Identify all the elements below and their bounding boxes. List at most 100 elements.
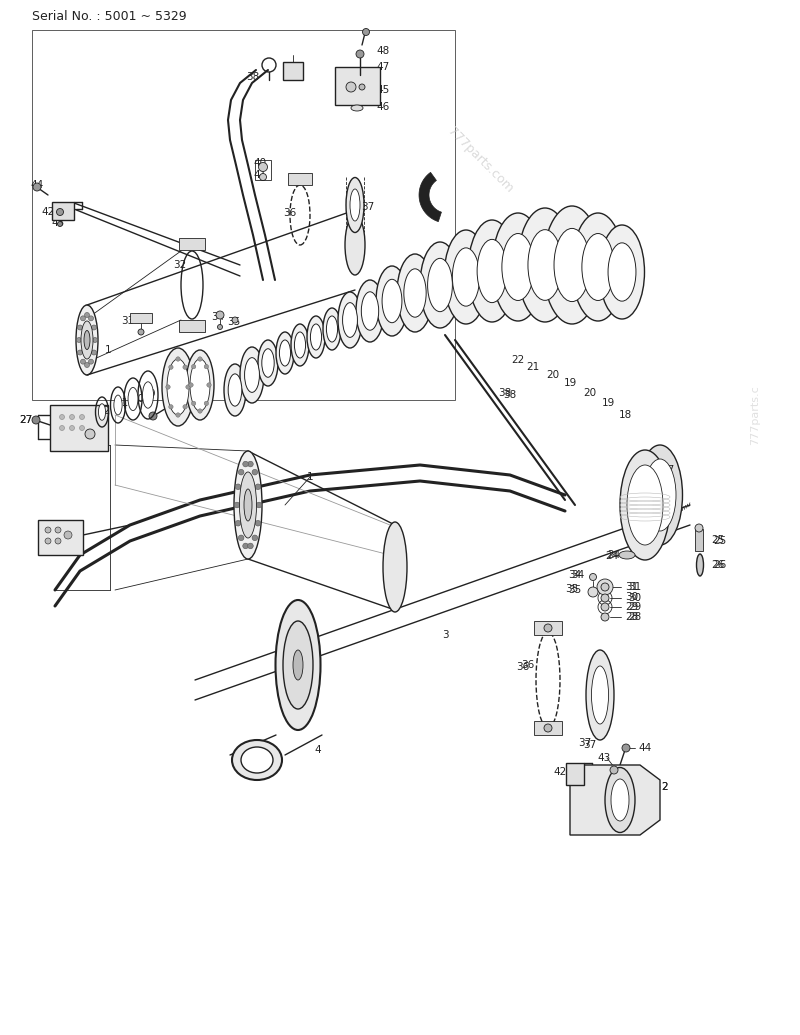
Circle shape — [81, 316, 86, 321]
Text: 24: 24 — [607, 550, 621, 560]
Ellipse shape — [582, 234, 614, 300]
Circle shape — [78, 350, 82, 355]
Text: 3: 3 — [442, 630, 448, 640]
Circle shape — [91, 325, 97, 330]
Text: 30: 30 — [628, 593, 641, 603]
Ellipse shape — [382, 279, 402, 323]
Ellipse shape — [239, 472, 257, 538]
Ellipse shape — [84, 330, 90, 350]
Text: 2: 2 — [662, 782, 668, 792]
Ellipse shape — [376, 266, 408, 336]
Bar — [38, 520, 83, 555]
Bar — [32, 30, 455, 400]
Circle shape — [55, 527, 61, 533]
Ellipse shape — [543, 206, 601, 324]
Circle shape — [89, 359, 94, 364]
Circle shape — [346, 82, 356, 92]
Ellipse shape — [350, 189, 360, 221]
Bar — [534, 621, 562, 635]
Text: 37: 37 — [362, 202, 374, 212]
Circle shape — [601, 594, 609, 602]
Text: 777parts.com: 777parts.com — [445, 124, 515, 196]
Text: 37: 37 — [578, 738, 592, 748]
Text: 29: 29 — [628, 602, 642, 612]
Bar — [534, 721, 562, 735]
Text: 8: 8 — [180, 382, 186, 392]
Text: 38: 38 — [246, 72, 260, 82]
Text: 22: 22 — [511, 355, 525, 365]
Text: 34: 34 — [568, 570, 582, 580]
Ellipse shape — [383, 522, 407, 612]
Text: 38: 38 — [498, 388, 512, 398]
Text: 44: 44 — [30, 180, 44, 190]
Text: 26: 26 — [714, 560, 726, 570]
Circle shape — [93, 337, 98, 343]
Ellipse shape — [224, 364, 246, 416]
Ellipse shape — [420, 242, 460, 328]
Ellipse shape — [190, 359, 210, 411]
Circle shape — [238, 535, 244, 540]
Text: 23: 23 — [651, 490, 665, 500]
Text: 17: 17 — [662, 465, 674, 475]
Text: 44: 44 — [638, 743, 652, 753]
Circle shape — [252, 469, 258, 475]
Text: 42: 42 — [554, 767, 566, 777]
Ellipse shape — [293, 650, 303, 680]
Polygon shape — [419, 173, 442, 221]
Circle shape — [32, 416, 40, 424]
Text: 32: 32 — [174, 260, 186, 270]
Ellipse shape — [346, 177, 364, 233]
Text: 777parts.c: 777parts.c — [750, 385, 760, 445]
Circle shape — [45, 538, 51, 544]
Text: 12: 12 — [98, 406, 110, 416]
Ellipse shape — [619, 551, 635, 559]
Circle shape — [234, 502, 240, 508]
Ellipse shape — [611, 779, 629, 821]
Ellipse shape — [276, 332, 294, 374]
Ellipse shape — [356, 280, 384, 342]
Circle shape — [235, 521, 241, 526]
Text: 46: 46 — [376, 102, 390, 112]
Bar — [335, 67, 380, 105]
Text: 41: 41 — [254, 170, 266, 180]
Circle shape — [70, 414, 74, 419]
Circle shape — [169, 365, 173, 369]
Circle shape — [191, 364, 196, 368]
Circle shape — [59, 414, 65, 419]
Text: 43: 43 — [598, 753, 610, 763]
Circle shape — [248, 462, 254, 467]
Ellipse shape — [492, 213, 544, 321]
Circle shape — [601, 603, 609, 611]
Ellipse shape — [404, 269, 426, 317]
Circle shape — [216, 310, 224, 319]
Circle shape — [255, 521, 261, 526]
Text: 25: 25 — [711, 535, 725, 545]
Ellipse shape — [310, 324, 322, 350]
Bar — [288, 173, 312, 185]
Text: 19: 19 — [563, 378, 577, 388]
Ellipse shape — [142, 382, 154, 408]
Circle shape — [198, 357, 202, 361]
Text: 11: 11 — [115, 398, 129, 408]
Circle shape — [242, 462, 248, 467]
Circle shape — [138, 329, 144, 335]
Ellipse shape — [81, 321, 93, 359]
Circle shape — [259, 174, 266, 180]
Ellipse shape — [258, 341, 278, 386]
Circle shape — [81, 359, 86, 364]
Text: 1: 1 — [306, 472, 314, 482]
Circle shape — [204, 364, 209, 368]
Circle shape — [149, 412, 157, 420]
Text: 26: 26 — [711, 560, 725, 570]
Ellipse shape — [338, 292, 362, 348]
Text: 47: 47 — [376, 62, 390, 72]
Text: 4: 4 — [314, 745, 322, 755]
Text: 25: 25 — [714, 536, 726, 546]
Ellipse shape — [283, 621, 313, 709]
Bar — [52, 202, 74, 220]
Bar — [566, 763, 584, 785]
Ellipse shape — [114, 395, 122, 415]
Ellipse shape — [477, 239, 507, 302]
Ellipse shape — [279, 339, 290, 366]
Circle shape — [695, 524, 703, 532]
